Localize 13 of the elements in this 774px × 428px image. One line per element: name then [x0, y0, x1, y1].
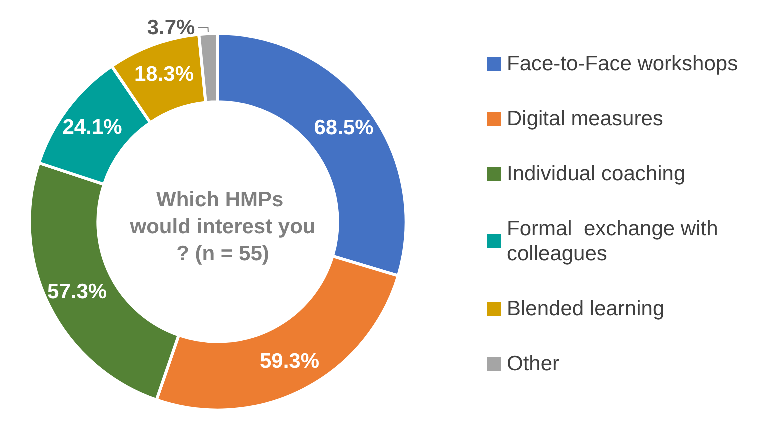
legend-label: Individual coaching: [507, 162, 686, 186]
legend-label: Other: [507, 352, 560, 376]
text: Which HMPs would interest you? (n = 55): [129, 188, 316, 266]
data-label: 68.5%: [314, 116, 374, 140]
data-label: 57.3%: [48, 280, 108, 304]
legend-label: Formal exchange with colleagues: [507, 218, 724, 266]
data-label: 3.7%: [147, 16, 196, 40]
data-label: 18.3%: [134, 62, 194, 86]
data-label: 59.3%: [260, 350, 320, 374]
data-label: 24.1%: [62, 116, 123, 140]
legend-label: Digital measures: [507, 108, 664, 130]
legend-label: Face-to-Face workshops: [507, 52, 738, 76]
legend-label: Blended learning: [507, 298, 665, 320]
